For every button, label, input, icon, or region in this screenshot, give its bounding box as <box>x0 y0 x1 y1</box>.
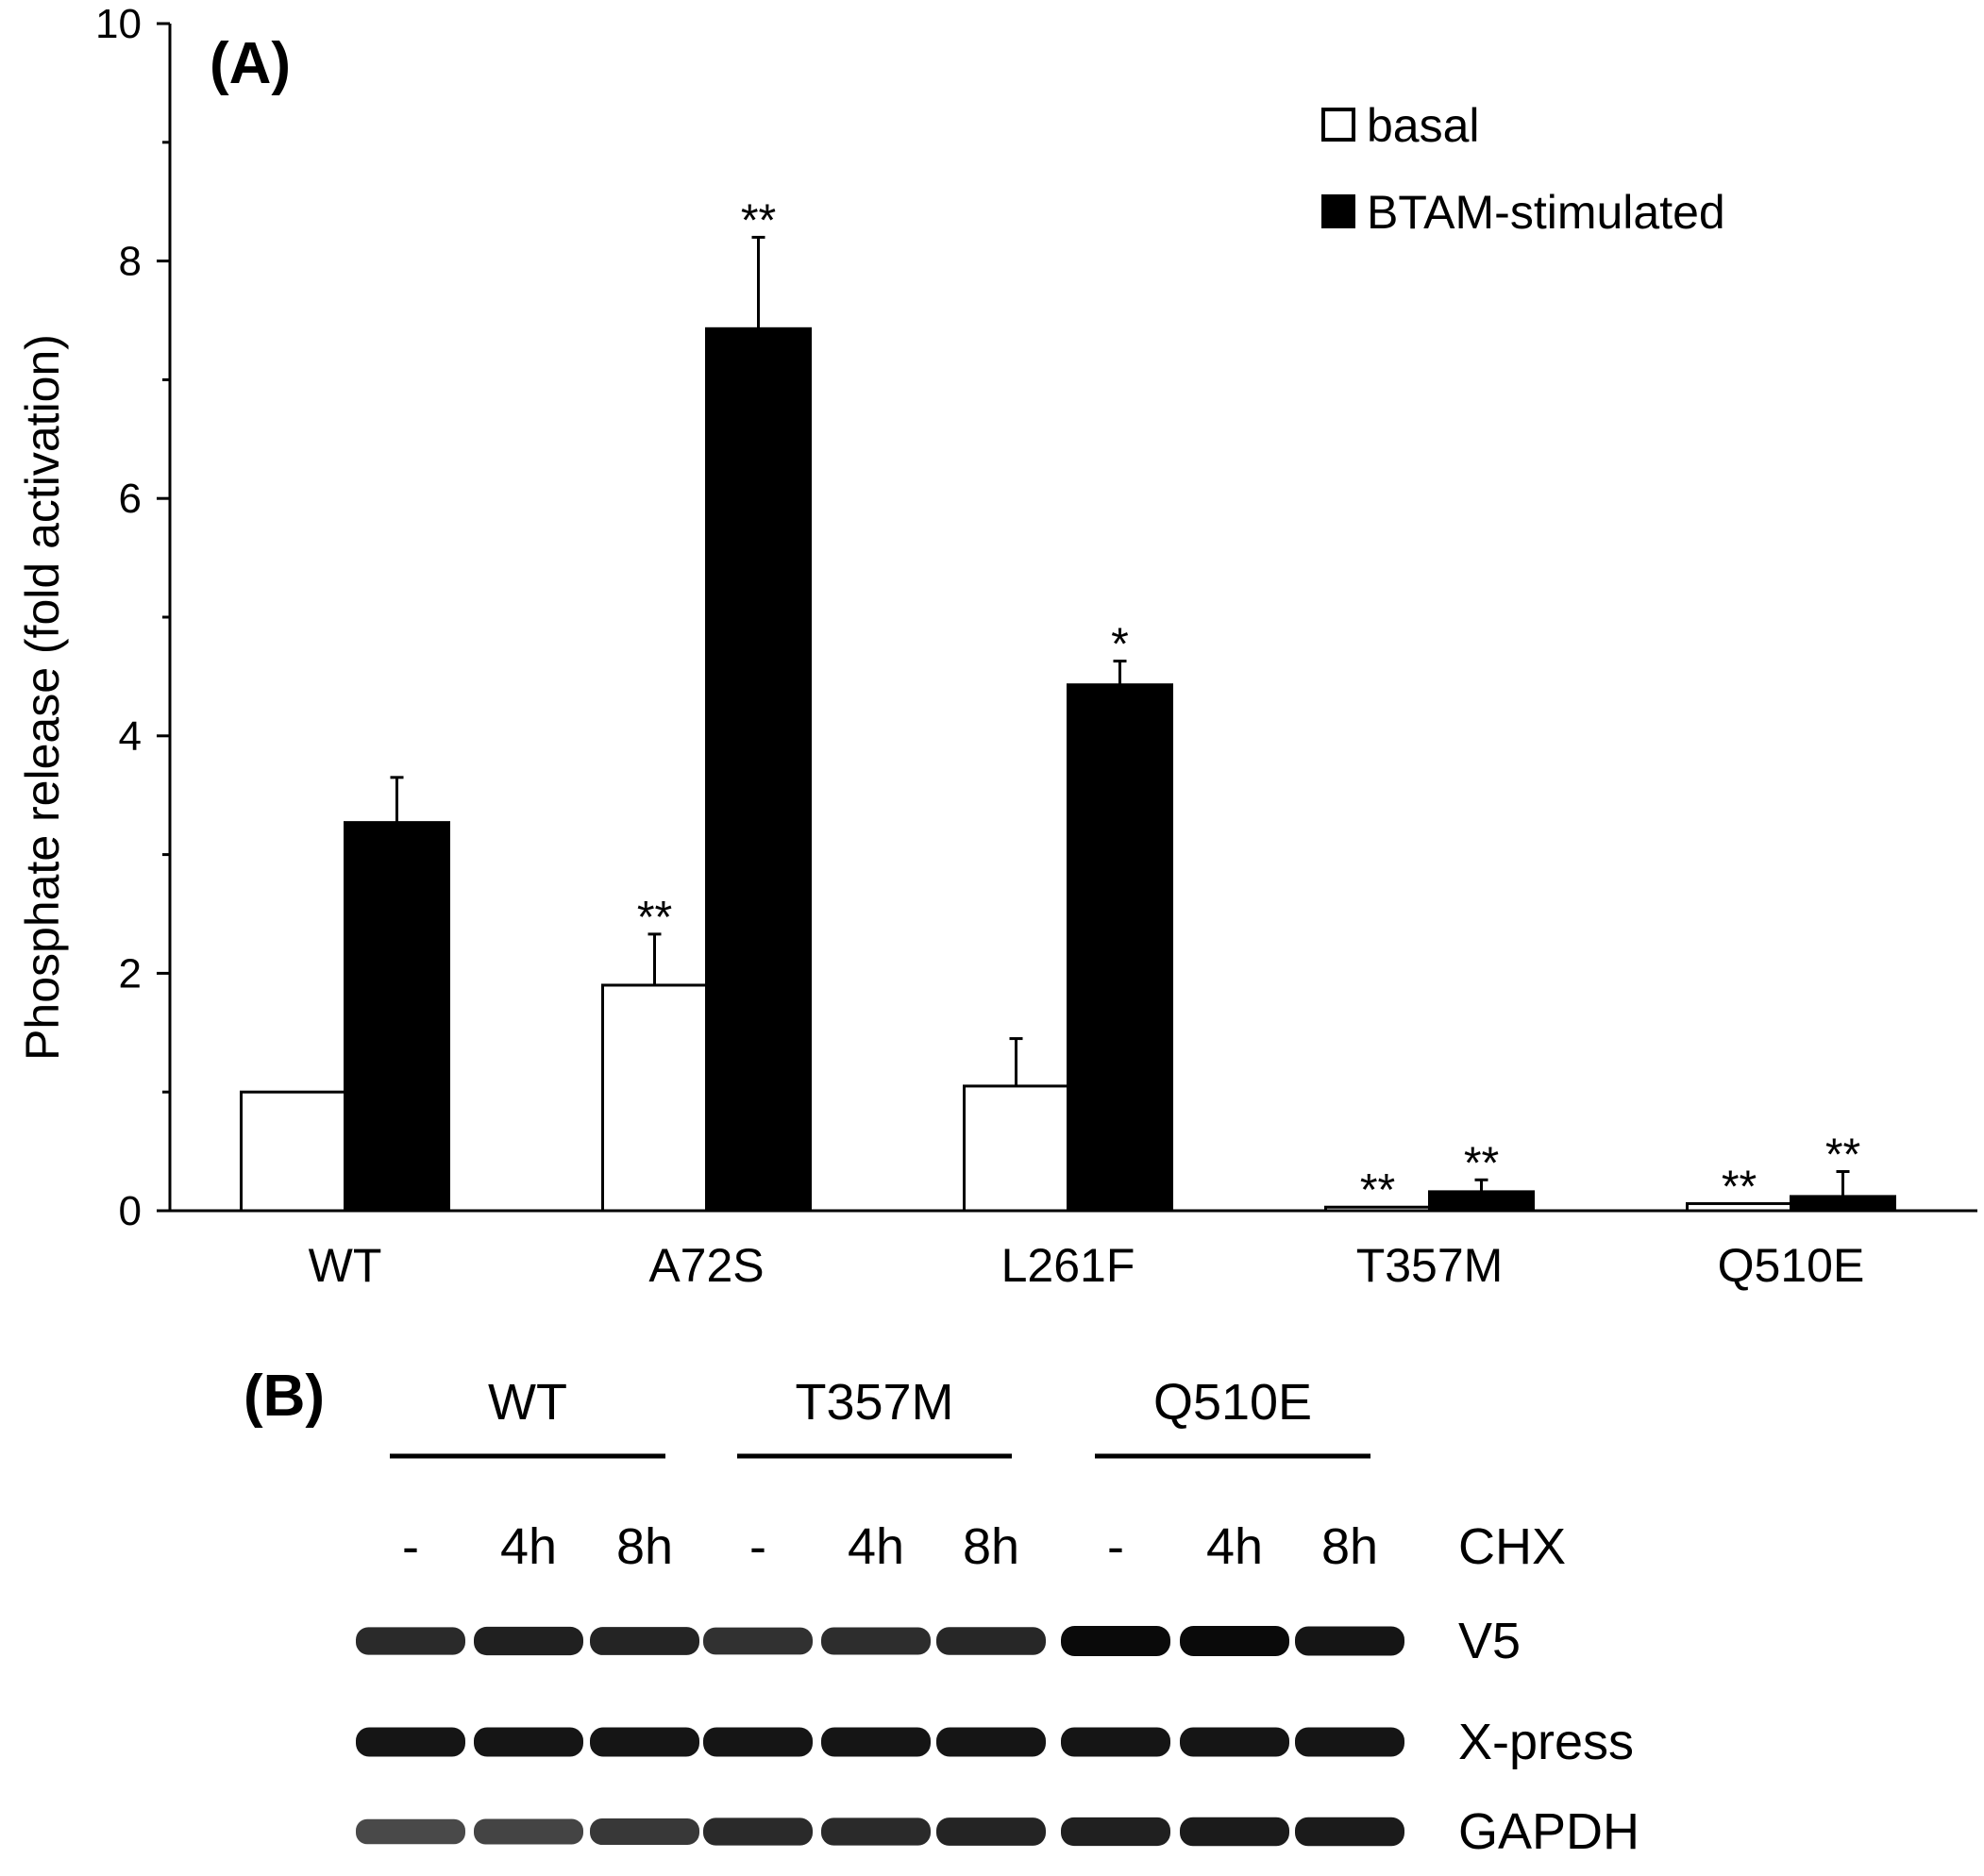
blot-band <box>1061 1727 1170 1757</box>
significance-marker: ** <box>1722 1162 1757 1212</box>
significance-marker: * <box>1111 620 1129 670</box>
blot-band <box>1295 1727 1404 1757</box>
blot-band <box>1061 1626 1170 1656</box>
bar-btam-stimulated-wt <box>344 821 450 1213</box>
lane-label: 8h <box>963 1518 1019 1575</box>
blot-band <box>703 1727 813 1757</box>
blot-band <box>936 1627 1046 1655</box>
blot-band <box>356 1818 465 1845</box>
significance-marker: ** <box>1825 1130 1860 1180</box>
significance-marker: ** <box>1464 1138 1499 1188</box>
blot-band <box>1180 1727 1289 1757</box>
panel-a-label: (A) <box>210 31 291 96</box>
bar-basal-wt <box>240 1090 346 1213</box>
blot-group-label: T357M <box>795 1374 953 1431</box>
blot-bands: V5 X-press GAPDH <box>356 1613 1639 1860</box>
x-category-label: T357M <box>1356 1239 1504 1292</box>
blot-row-label: GAPDH <box>1458 1803 1639 1860</box>
x-category-label: Q510E <box>1718 1239 1865 1292</box>
y-tick-label: 0 <box>119 1188 142 1234</box>
x-category-label: L261F <box>1001 1239 1135 1292</box>
blot-band <box>821 1727 931 1757</box>
legend-label: basal <box>1367 99 1480 152</box>
legend: basal BTAM-stimulated <box>1321 99 1725 239</box>
significance-marker: ** <box>1360 1165 1395 1215</box>
x-category-label: WT <box>309 1239 382 1292</box>
blot-band <box>474 1727 583 1757</box>
legend-label: BTAM-stimulated <box>1367 186 1725 239</box>
blot-group-label: Q510E <box>1153 1374 1312 1431</box>
blot-group-headers: WT T357M Q510E <box>390 1374 1370 1459</box>
blot-band <box>1295 1817 1404 1847</box>
blot-band <box>821 1627 931 1655</box>
bar-btam-stimulated-q510e <box>1790 1195 1896 1213</box>
x-category-label: A72S <box>648 1239 764 1292</box>
blot-band <box>590 1727 699 1757</box>
blot-band <box>590 1627 699 1655</box>
legend-swatch <box>1321 108 1355 142</box>
blot-band <box>1180 1817 1289 1847</box>
lane-label: 4h <box>500 1518 557 1575</box>
blot-band <box>936 1817 1046 1846</box>
blot-band <box>703 1627 813 1655</box>
blot-band <box>1061 1817 1170 1847</box>
significance-marker: ** <box>741 195 776 245</box>
significance-marker: ** <box>637 893 672 943</box>
bar-series: ********* **** <box>240 195 1896 1215</box>
bar-btam-stimulated-t357m <box>1428 1190 1535 1213</box>
bar-btam-stimulated-a72s <box>705 327 812 1213</box>
lane-label: - <box>1107 1518 1124 1575</box>
legend-swatch <box>1321 194 1355 228</box>
blot-band <box>703 1817 813 1846</box>
blot-band <box>474 1818 583 1845</box>
panel-a-bar-chart: (A) Phosphate release (fold activation) … <box>16 1 1977 1292</box>
blot-band <box>821 1817 931 1846</box>
blot-band <box>590 1817 699 1846</box>
blot-row-label: V5 <box>1458 1613 1521 1669</box>
blot-band <box>1180 1626 1289 1656</box>
blot-band <box>1295 1626 1404 1656</box>
blot-row-label: X-press <box>1458 1714 1634 1770</box>
blot-group-label: WT <box>488 1374 567 1431</box>
y-tick-label: 10 <box>95 1 142 47</box>
lane-label: - <box>749 1518 766 1575</box>
panel-b-label: (B) <box>244 1364 325 1429</box>
lane-label: 8h <box>616 1518 673 1575</box>
y-tick-label: 6 <box>119 476 142 522</box>
y-tick-label: 8 <box>119 239 142 285</box>
lane-label: 4h <box>1206 1518 1263 1575</box>
lane-label: 4h <box>848 1518 904 1575</box>
blot-lane-labels: - 4h 8h - 4h 8h - 4h 8h CHX <box>402 1518 1566 1575</box>
bar-basal-a72s <box>601 983 708 1213</box>
bar-basal-l261f <box>963 1084 1069 1213</box>
lane-label: 8h <box>1321 1518 1378 1575</box>
axes: 0 2 4 6 8 10 WT A72S L261F T357M Q510E <box>95 1 1977 1292</box>
panel-b-western-blot: (B) WT T357M Q510E - 4h 8h - 4h 8h - 4h 8h CHX V5 X-… <box>244 1364 1639 1860</box>
lane-label: - <box>402 1518 419 1575</box>
blot-band <box>936 1727 1046 1757</box>
bar-btam-stimulated-l261f <box>1067 683 1173 1213</box>
blot-band <box>474 1626 583 1656</box>
treatment-label: CHX <box>1458 1518 1566 1575</box>
y-tick-label: 4 <box>119 713 142 760</box>
blot-band <box>356 1627 465 1655</box>
y-tick-label: 2 <box>119 950 142 997</box>
blot-band <box>356 1727 465 1757</box>
y-axis-label: Phosphate release (fold activation) <box>16 334 69 1061</box>
